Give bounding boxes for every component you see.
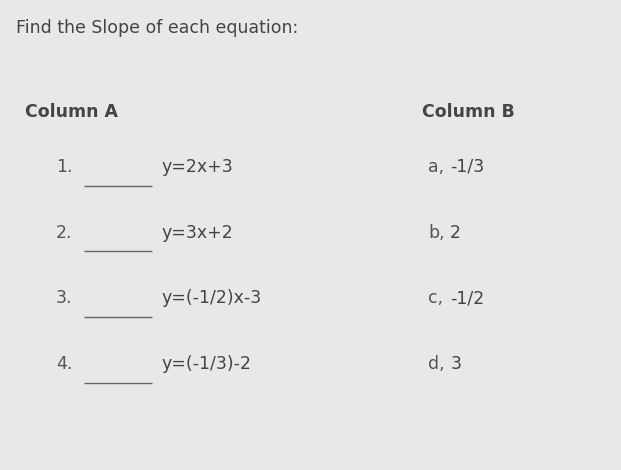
- Text: d,: d,: [428, 355, 445, 373]
- Text: y=3x+2: y=3x+2: [161, 224, 233, 242]
- Text: -1/3: -1/3: [450, 158, 484, 176]
- Text: y=(-1/3)-2: y=(-1/3)-2: [161, 355, 252, 373]
- Text: y=2x+3: y=2x+3: [161, 158, 233, 176]
- Text: -1/2: -1/2: [450, 290, 484, 307]
- Text: 3: 3: [450, 355, 461, 373]
- Text: y=(-1/2)x-3: y=(-1/2)x-3: [161, 290, 261, 307]
- Text: 3.: 3.: [56, 290, 73, 307]
- Text: 2: 2: [450, 224, 461, 242]
- Text: Column B: Column B: [422, 103, 515, 121]
- Text: Column A: Column A: [25, 103, 118, 121]
- Text: 4.: 4.: [56, 355, 72, 373]
- Text: b,: b,: [428, 224, 445, 242]
- Text: 1.: 1.: [56, 158, 73, 176]
- Text: c,: c,: [428, 290, 443, 307]
- Text: Find the Slope of each equation:: Find the Slope of each equation:: [16, 19, 298, 37]
- Text: 2.: 2.: [56, 224, 73, 242]
- Text: a,: a,: [428, 158, 445, 176]
